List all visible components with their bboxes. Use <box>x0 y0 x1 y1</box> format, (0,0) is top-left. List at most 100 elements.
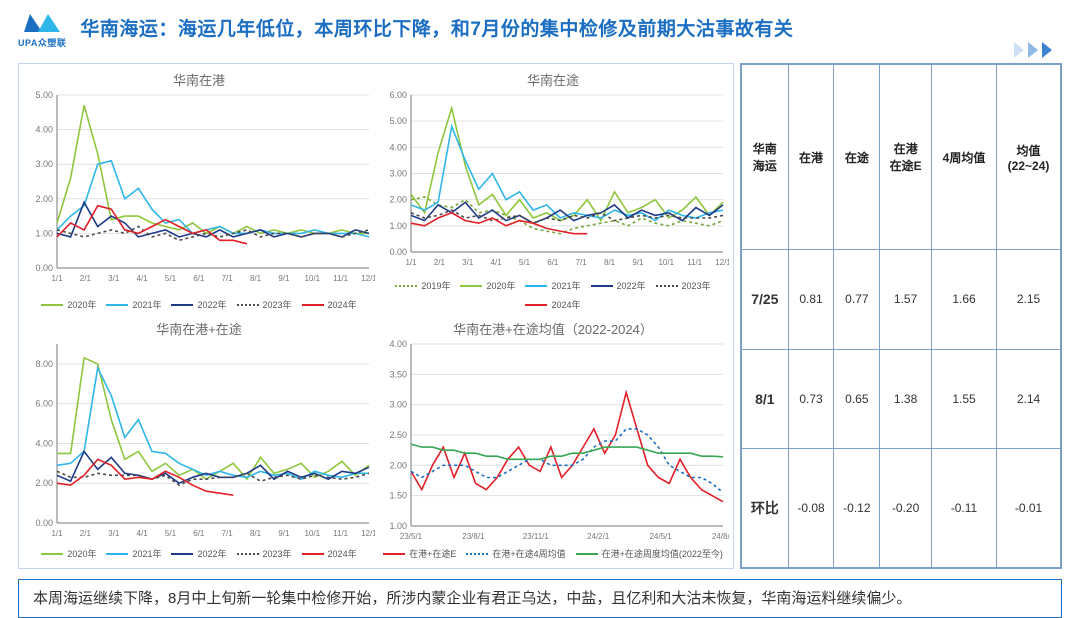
table-cell: -0.20 <box>880 449 932 568</box>
legend-swatch <box>460 285 482 287</box>
legend-item: 在港+在途周度均值(2022至今) <box>576 547 723 560</box>
svg-text:6/1: 6/1 <box>193 529 205 538</box>
legend-swatch <box>656 285 678 287</box>
svg-text:1.00: 1.00 <box>35 228 53 238</box>
table-header-cell: 华南海运 <box>742 65 789 250</box>
svg-text:2/1: 2/1 <box>434 258 446 267</box>
svg-text:9/1: 9/1 <box>632 258 644 267</box>
svg-text:3.00: 3.00 <box>389 400 407 410</box>
table-header-cell: 在港 <box>788 65 834 250</box>
legend-swatch <box>525 285 547 287</box>
svg-text:8/1: 8/1 <box>250 274 262 283</box>
table-row: 环比-0.08-0.12-0.20-0.11-0.01 <box>742 449 1061 568</box>
legend-swatch <box>106 553 128 555</box>
svg-text:2.50: 2.50 <box>389 430 407 440</box>
legend-swatch <box>41 304 63 306</box>
svg-text:4.00: 4.00 <box>389 142 407 152</box>
chevron-icon <box>1014 42 1062 58</box>
table-cell: 0.81 <box>788 250 834 350</box>
svg-text:24/2/1: 24/2/1 <box>587 532 610 541</box>
svg-text:12/1: 12/1 <box>361 529 375 538</box>
svg-text:23/11/1: 23/11/1 <box>523 532 550 541</box>
chart-legend: 2020年2021年2022年2023年2024年 <box>23 545 375 564</box>
table-cell: 0.73 <box>788 349 834 449</box>
chart-c2: 华南在途0.001.002.003.004.005.006.001/12/13/… <box>377 68 729 315</box>
legend-item: 2024年 <box>302 298 357 311</box>
legend-swatch <box>591 285 613 287</box>
table-cell: -0.12 <box>834 449 880 568</box>
table-cell: 2.14 <box>997 349 1061 449</box>
table-cell: -0.11 <box>931 449 996 568</box>
chart-c3: 华南在港+在途0.002.004.006.008.001/12/13/14/15… <box>23 317 375 564</box>
svg-text:0.00: 0.00 <box>389 247 407 257</box>
table-cell: -0.08 <box>788 449 834 568</box>
svg-text:11/1: 11/1 <box>333 529 349 538</box>
table-row: 7/250.810.771.571.662.15 <box>742 250 1061 350</box>
svg-text:6/1: 6/1 <box>547 258 559 267</box>
legend-label: 在港+在途4周均值 <box>492 547 565 560</box>
logo: UPA众塑联 <box>18 10 66 49</box>
table-row: 8/10.730.651.381.552.14 <box>742 349 1061 449</box>
legend-label: 在港+在途周度均值(2022至今) <box>602 547 723 560</box>
legend-swatch <box>302 304 324 306</box>
svg-text:5.00: 5.00 <box>389 116 407 126</box>
legend-label: 2021年 <box>132 298 161 311</box>
svg-text:2.00: 2.00 <box>35 478 53 488</box>
svg-text:7/1: 7/1 <box>222 274 234 283</box>
legend-item: 2020年 <box>41 298 96 311</box>
chart-title: 华南在港+在途 <box>23 319 375 338</box>
legend-label: 2023年 <box>263 298 292 311</box>
svg-text:3/1: 3/1 <box>108 529 120 538</box>
legend-item: 2023年 <box>237 547 292 560</box>
legend-swatch <box>171 304 193 306</box>
svg-text:10/1: 10/1 <box>304 529 320 538</box>
chart-c1: 华南在港0.001.002.003.004.005.001/12/13/14/1… <box>23 68 375 315</box>
legend-swatch <box>576 553 598 555</box>
table-row-label: 8/1 <box>742 349 789 449</box>
svg-text:4.00: 4.00 <box>35 125 53 135</box>
chart-area: 0.002.004.006.008.001/12/13/14/15/16/17/… <box>23 340 375 545</box>
table-header-cell: 4周均值 <box>931 65 996 250</box>
chart-legend: 在港+在途E 在港+在途4周均值 在港+在途周度均值(2022至今) <box>377 545 729 564</box>
legend-label: 在港+在途E <box>409 547 456 560</box>
legend-swatch <box>525 304 547 306</box>
logo-icon <box>20 10 64 36</box>
chart-legend: 2020年 2021年 2022年 2023年 2024年 <box>23 296 375 315</box>
svg-text:3.50: 3.50 <box>389 369 407 379</box>
table-row-label: 7/25 <box>742 250 789 350</box>
legend-swatch <box>395 285 417 287</box>
svg-text:5/1: 5/1 <box>165 529 177 538</box>
table-cell: -0.01 <box>997 449 1061 568</box>
svg-text:24/5/1: 24/5/1 <box>649 532 672 541</box>
legend-item: 在港+在途E <box>383 547 456 560</box>
table-header-row: 华南海运在港在途在港在途E4周均值均值(22~24) <box>742 65 1061 250</box>
svg-text:2/1: 2/1 <box>80 529 92 538</box>
legend-swatch <box>302 553 324 555</box>
legend-item: 在港+在途4周均值 <box>466 547 565 560</box>
svg-text:2/1: 2/1 <box>80 274 92 283</box>
svg-text:23/8/1: 23/8/1 <box>462 532 485 541</box>
legend-label: 2020年 <box>67 298 96 311</box>
legend-label: 2024年 <box>328 547 357 560</box>
svg-text:23/5/1: 23/5/1 <box>400 532 423 541</box>
legend-item: 2023年 <box>237 298 292 311</box>
svg-text:5/1: 5/1 <box>165 274 177 283</box>
legend-label: 2024年 <box>551 298 580 311</box>
chart-title: 华南在途 <box>377 70 729 89</box>
data-table: 华南海运在港在途在港在途E4周均值均值(22~24)7/250.810.771.… <box>740 63 1062 569</box>
svg-text:11/1: 11/1 <box>333 274 349 283</box>
legend-label: 2021年 <box>132 547 161 560</box>
legend-label: 2023年 <box>263 547 292 560</box>
legend-item: 2021年 <box>106 547 161 560</box>
svg-text:6/1: 6/1 <box>193 274 205 283</box>
legend-item: 2022年 <box>171 547 226 560</box>
legend-item: 2020年 <box>460 279 515 292</box>
legend-label: 2022年 <box>197 298 226 311</box>
svg-text:4/1: 4/1 <box>137 274 149 283</box>
legend-item: 2024年 <box>525 298 580 311</box>
table-cell: 2.15 <box>997 250 1061 350</box>
table-row-label: 环比 <box>742 449 789 568</box>
table-header-cell: 在途 <box>834 65 880 250</box>
svg-text:5.00: 5.00 <box>35 91 53 100</box>
svg-text:1.50: 1.50 <box>389 491 407 501</box>
